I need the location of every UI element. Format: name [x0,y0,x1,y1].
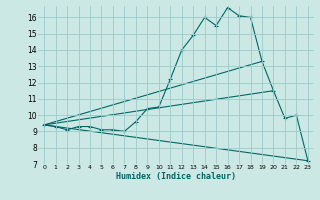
X-axis label: Humidex (Indice chaleur): Humidex (Indice chaleur) [116,172,236,181]
